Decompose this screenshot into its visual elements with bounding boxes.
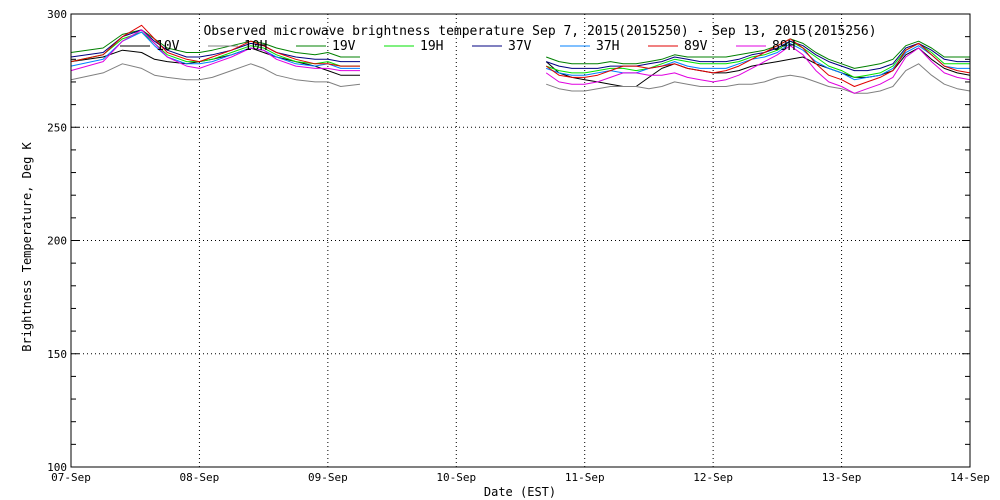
- series-line-37v: [70, 29, 970, 72]
- legend: 10V 10H 19V 19H 37V 37H 89V 89H: [120, 39, 795, 54]
- legend-label-37v: 37V: [508, 39, 532, 54]
- legend-label-10v: 10V: [156, 39, 180, 54]
- series-line-10h: [70, 63, 971, 94]
- y-tick-label: 200: [47, 235, 67, 248]
- x-tick-label: 11-Sep: [565, 471, 605, 484]
- plot-frame: [70, 13, 971, 468]
- x-tick-label: 08-Sep: [180, 471, 220, 484]
- legend-label-37h: 37H: [596, 39, 619, 54]
- legend-label-89h: 89H: [772, 39, 795, 54]
- y-tick-labels: 100 150 200 250 300: [47, 8, 67, 474]
- chart-title: Observed microwave brightness temperatur…: [203, 24, 876, 39]
- series-line-89h: [70, 29, 971, 94]
- y-tick-label: 250: [47, 121, 67, 134]
- legend-label-89v: 89V: [684, 39, 708, 54]
- x-tick-label: 12-Sep: [693, 471, 733, 484]
- y-tick-label: 150: [47, 348, 67, 361]
- y-axis-label: Brightness Temperature, Deg K: [20, 141, 34, 351]
- grid-lines: [71, 14, 970, 467]
- series-line-89v: [70, 24, 971, 87]
- x-tick-label: 09-Sep: [308, 471, 348, 484]
- y-tick-label: 300: [47, 8, 67, 21]
- x-tick-label: 07-Sep: [51, 471, 91, 484]
- legend-label-10h: 10H: [244, 39, 267, 54]
- minor-ticks: [71, 13, 970, 468]
- legend-label-19h: 19H: [420, 39, 443, 54]
- x-axis-label: Date (EST): [484, 485, 556, 499]
- legend-label-19v: 19V: [332, 39, 356, 54]
- series-lines: [70, 24, 971, 94]
- x-tick-label: 14-Sep: [950, 471, 990, 484]
- y-tick-label: 100: [47, 461, 67, 474]
- x-tick-labels: 07-Sep 08-Sep 09-Sep 10-Sep 11-Sep 12-Sep 13-S…: [51, 471, 990, 484]
- x-tick-label: 13-Sep: [822, 471, 862, 484]
- x-tick-label: 10-Sep: [436, 471, 476, 484]
